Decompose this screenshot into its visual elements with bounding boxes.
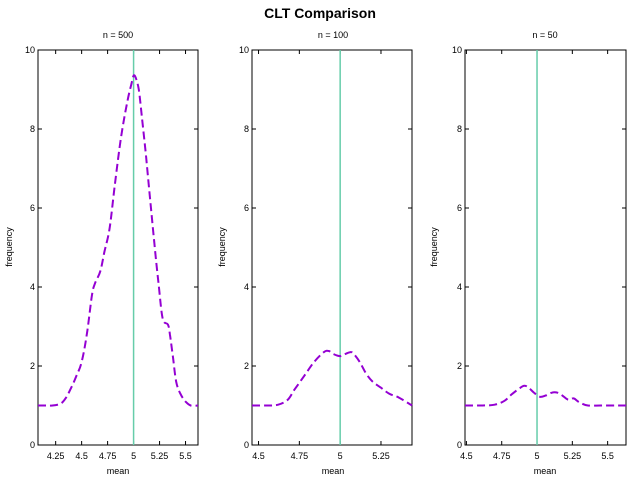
x-tick-label: 4.75 [291,451,309,461]
y-tick-label: 8 [30,124,35,134]
x-tick-label: 4.75 [99,451,117,461]
x-tick-label: 5 [131,451,136,461]
x-tick-label: 4.75 [493,451,511,461]
y-tick-label: 0 [244,440,249,450]
y-tick-label: 4 [30,282,35,292]
x-tick-label: 5.5 [601,451,614,461]
y-axis-label: frequency [429,227,439,267]
x-tick-label: 5 [338,451,343,461]
plot-area: 0 2 4 6 8 10 4.5 4.75 5 5.25 5.5 [452,45,627,461]
y-tick-label: 2 [244,361,249,371]
density-curve [38,74,199,407]
density-curve [464,384,626,407]
subplot-title: n = 50 [532,30,557,40]
x-tick-label: 4.5 [75,451,88,461]
x-axis-label: mean [322,466,345,476]
x-axis-label: mean [534,466,557,476]
y-tick-label: 6 [457,203,462,213]
y-tick-label: 2 [457,361,462,371]
x-tick-label: 5.5 [179,451,192,461]
x-tick-label: 5.25 [151,451,169,461]
y-tick-label: 4 [244,282,249,292]
x-axis-label: mean [107,466,130,476]
subplot-n500: n = 500 mean frequency 0 2 4 6 8 10 4.25 4.5 4.7… [4,30,199,476]
plot-frame [464,49,627,446]
x-tick-label: 5 [535,451,540,461]
y-tick-label: 6 [244,203,249,213]
y-tick-label: 4 [457,282,462,292]
y-tick-label: 10 [452,45,462,55]
y-tick-label: 8 [457,124,462,134]
x-tick-label: 4.5 [252,451,265,461]
y-axis-label: frequency [217,227,227,267]
subplot-title: n = 500 [103,30,133,40]
y-tick-label: 2 [30,361,35,371]
x-tick-label: 5.25 [564,451,582,461]
x-tick-label: 4.5 [460,451,473,461]
x-tick-label: 4.25 [47,451,65,461]
y-tick-label: 10 [239,45,249,55]
x-tick-label: 5.25 [372,451,390,461]
y-axis-label: frequency [4,227,14,267]
subplot-n100: n = 100 mean frequency 0 2 4 6 8 10 4.5 4.75 5 5.… [217,30,413,476]
density-curve [251,349,413,407]
y-tick-label: 6 [30,203,35,213]
plot-area: 0 2 4 6 8 10 4.5 4.75 5 5.25 [239,45,413,461]
y-tick-label: 0 [30,440,35,450]
y-tick-label: 10 [25,45,35,55]
y-tick-label: 8 [244,124,249,134]
plot-area: 0 2 4 6 8 10 4.25 4.5 4.75 5 5.25 5.5 [25,45,199,461]
figure-title: CLT Comparison [264,5,376,21]
subplot-n50: n = 50 mean frequency 0 2 4 6 8 10 4.5 4.75 5 5.2… [429,30,627,476]
plot-frame [251,49,413,446]
subplot-title: n = 100 [318,30,348,40]
y-tick-label: 0 [457,440,462,450]
plot-frame [37,49,199,446]
